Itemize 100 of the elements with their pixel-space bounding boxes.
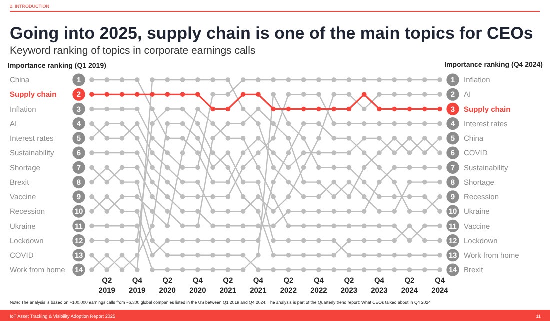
- point: [301, 106, 306, 112]
- point: [134, 121, 140, 126]
- point: [134, 106, 140, 112]
- point: [180, 224, 186, 229]
- point: [150, 92, 155, 98]
- point: [286, 78, 292, 82]
- point: [422, 136, 428, 141]
- point: [346, 252, 352, 258]
- point: [104, 194, 110, 200]
- point: [332, 252, 336, 258]
- point: [196, 121, 200, 126]
- point: [210, 136, 216, 141]
- point: [438, 238, 442, 244]
- point: [120, 136, 125, 141]
- point: [150, 150, 155, 156]
- point: [362, 165, 367, 170]
- point: [392, 209, 398, 214]
- point: [271, 224, 276, 229]
- point: [240, 252, 246, 258]
- point: [196, 252, 200, 258]
- point: [346, 224, 352, 229]
- point: [346, 268, 352, 272]
- point: [422, 224, 428, 229]
- point: [377, 106, 382, 112]
- point: [150, 180, 155, 185]
- point: [392, 180, 398, 185]
- point: [332, 92, 336, 98]
- point: [407, 165, 412, 170]
- point: [196, 78, 200, 82]
- point: [196, 165, 200, 170]
- point: [332, 121, 336, 126]
- point: [407, 238, 412, 244]
- point: [362, 121, 367, 126]
- point: [377, 136, 382, 141]
- point: [210, 78, 216, 82]
- point: [332, 224, 336, 229]
- point: [422, 238, 428, 244]
- point: [438, 180, 442, 185]
- point: [104, 238, 110, 244]
- point: [90, 194, 94, 200]
- point: [196, 194, 200, 200]
- point: [286, 252, 292, 258]
- point: [407, 268, 412, 272]
- point: [256, 121, 261, 126]
- point: [90, 92, 94, 98]
- point: [271, 165, 276, 170]
- point: [180, 106, 186, 112]
- point: [346, 136, 352, 141]
- point: [346, 121, 352, 126]
- point: [316, 268, 322, 272]
- point: [346, 106, 352, 112]
- point: [301, 78, 306, 82]
- point: [226, 92, 231, 98]
- point: [332, 209, 336, 214]
- point: [240, 238, 246, 244]
- point: [210, 194, 216, 200]
- point: [422, 121, 428, 126]
- point: [90, 106, 94, 112]
- point: [407, 136, 412, 141]
- point: [407, 150, 412, 156]
- point: [362, 194, 367, 200]
- point: [210, 180, 216, 185]
- point: [271, 92, 276, 98]
- point: [407, 121, 412, 126]
- point: [90, 209, 94, 214]
- point: [165, 252, 170, 258]
- point: [104, 136, 110, 141]
- point: [438, 252, 442, 258]
- point: [134, 252, 140, 258]
- point: [210, 106, 216, 112]
- point: [301, 224, 306, 229]
- point: [286, 165, 292, 170]
- point: [256, 252, 261, 258]
- point: [196, 209, 200, 214]
- point: [226, 150, 231, 156]
- point: [346, 238, 352, 244]
- point: [271, 194, 276, 200]
- point: [392, 165, 398, 170]
- point: [226, 106, 231, 112]
- point: [438, 78, 442, 82]
- point: [286, 224, 292, 229]
- point: [286, 121, 292, 126]
- point: [332, 136, 336, 141]
- point: [256, 268, 261, 272]
- point: [407, 92, 412, 98]
- point: [165, 121, 170, 126]
- point: [104, 121, 110, 126]
- point: [196, 224, 200, 229]
- point: [90, 180, 94, 185]
- point: [422, 165, 428, 170]
- point: [226, 224, 231, 229]
- point: [407, 194, 412, 200]
- point: [165, 92, 170, 98]
- point: [226, 268, 231, 272]
- point: [120, 252, 125, 258]
- point: [180, 150, 186, 156]
- point: [438, 268, 442, 272]
- point: [210, 268, 216, 272]
- point: [134, 180, 140, 185]
- point: [165, 180, 170, 185]
